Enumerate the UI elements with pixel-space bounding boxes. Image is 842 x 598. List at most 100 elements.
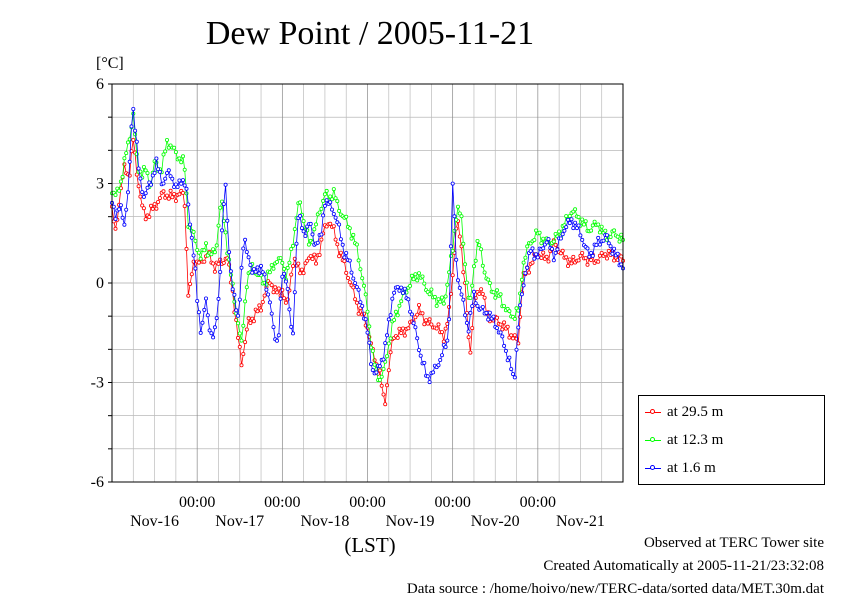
data-point <box>196 250 201 255</box>
data-point <box>250 270 255 275</box>
x-day-label: Nov-16 <box>130 513 179 530</box>
data-point <box>262 293 267 298</box>
data-point <box>349 236 354 241</box>
data-point <box>136 184 141 189</box>
data-point <box>306 242 311 247</box>
data-point <box>507 355 512 360</box>
data-point <box>188 222 193 227</box>
data-point <box>564 225 569 230</box>
data-point <box>482 270 487 275</box>
data-point <box>136 166 141 171</box>
data-point <box>122 156 127 161</box>
data-point <box>395 335 400 340</box>
data-point <box>395 284 400 289</box>
data-point <box>292 290 297 295</box>
data-point <box>406 297 411 302</box>
data-point <box>120 174 125 179</box>
data-point <box>457 211 462 216</box>
data-point <box>212 269 217 274</box>
y-tick-label: -6 <box>91 474 104 491</box>
data-point <box>243 299 248 304</box>
data-point <box>356 311 361 316</box>
data-point <box>555 247 560 252</box>
data-point <box>434 326 439 331</box>
data-point <box>156 199 161 204</box>
data-point <box>439 353 444 358</box>
data-point <box>610 251 615 256</box>
data-point <box>471 264 476 269</box>
data-point <box>179 160 184 165</box>
data-point <box>383 341 388 346</box>
data-point <box>597 253 602 258</box>
data-point <box>390 296 395 301</box>
data-point <box>127 159 132 164</box>
data-point <box>360 303 365 308</box>
data-point <box>328 200 333 205</box>
data-point <box>255 265 260 270</box>
data-point <box>494 315 499 320</box>
legend: at 29.5 m at 12.3 m at 1.6 m <box>638 395 825 485</box>
data-point <box>466 329 471 334</box>
data-point <box>567 257 572 262</box>
data-point <box>457 285 462 290</box>
data-point <box>557 229 562 234</box>
data-point <box>509 333 514 338</box>
data-point <box>138 194 143 199</box>
data-point <box>564 255 569 260</box>
data-point <box>384 383 389 388</box>
data-point <box>395 313 400 318</box>
data-point <box>392 317 397 322</box>
data-point <box>172 145 177 150</box>
data-point <box>368 362 373 367</box>
data-point <box>239 338 244 343</box>
data-point <box>329 207 334 212</box>
data-point <box>244 285 249 290</box>
data-point <box>441 301 446 306</box>
data-point <box>353 281 358 286</box>
data-point <box>319 237 324 242</box>
data-point <box>347 258 352 263</box>
chart-title: Dew Point / 2005-11-21 <box>205 15 535 52</box>
data-point <box>287 307 292 312</box>
data-point <box>294 241 299 246</box>
data-point <box>436 363 441 368</box>
data-point <box>477 291 482 296</box>
data-point <box>606 241 611 246</box>
data-point <box>180 178 185 183</box>
data-point <box>422 360 427 365</box>
data-point <box>553 250 558 255</box>
data-point <box>527 270 532 275</box>
data-point <box>539 255 544 260</box>
data-point <box>546 259 551 264</box>
data-point <box>285 265 290 270</box>
data-point <box>461 241 466 246</box>
footer-source: Data source : /home/hoivo/new/TERC-data/… <box>406 581 824 597</box>
data-point <box>523 271 528 276</box>
data-point <box>283 279 288 284</box>
data-point <box>196 310 201 315</box>
data-point <box>182 167 187 172</box>
data-point <box>594 242 599 247</box>
data-point <box>262 272 267 277</box>
data-point <box>498 330 503 335</box>
data-point <box>347 280 352 285</box>
data-point <box>486 317 491 322</box>
data-point <box>427 380 432 385</box>
data-point <box>212 325 217 330</box>
data-point <box>397 303 402 308</box>
data-point <box>170 176 175 181</box>
data-point <box>237 297 242 302</box>
data-point <box>416 271 421 276</box>
data-point <box>589 258 594 263</box>
data-point <box>349 270 354 275</box>
data-point <box>298 213 303 218</box>
data-point <box>576 258 581 263</box>
data-point <box>241 246 246 251</box>
y-tick-label: 0 <box>96 275 104 292</box>
data-point <box>491 290 496 295</box>
data-point <box>573 207 578 212</box>
data-point <box>347 226 352 231</box>
data-point <box>590 223 595 228</box>
data-point <box>331 187 336 192</box>
data-point <box>534 252 539 257</box>
